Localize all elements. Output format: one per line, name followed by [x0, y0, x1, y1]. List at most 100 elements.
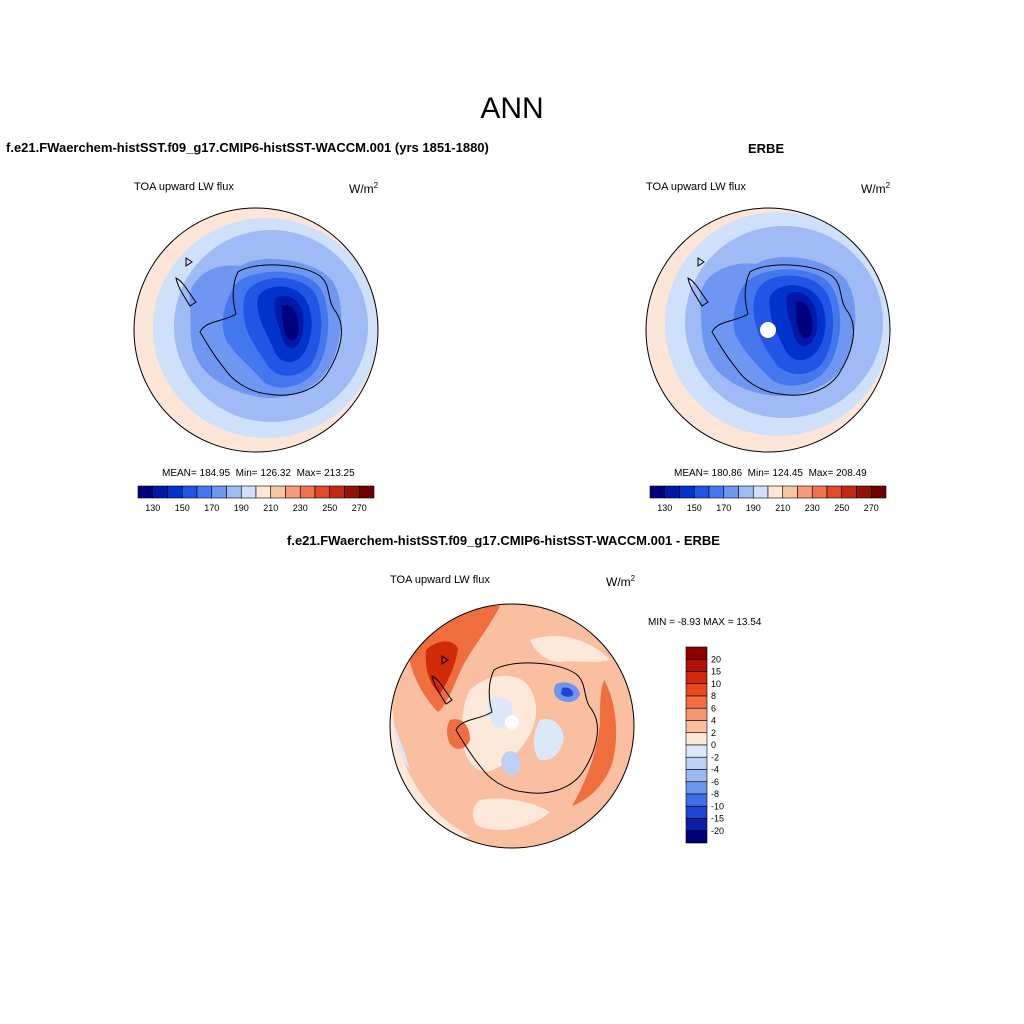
panel-3-colorbar-box: [685, 720, 708, 734]
figure-title: ANN: [480, 92, 544, 125]
panel-2-colorbar-box: [693, 485, 710, 499]
panel-2-colorbar-box: [708, 485, 725, 499]
panel-3-colorbar-box: [685, 671, 708, 685]
panel-1-colorbar-tick-label: 130: [145, 503, 160, 513]
panel-1-colorbar-box: [255, 485, 272, 499]
panel-1-colorbar-tick-label: 170: [204, 503, 219, 513]
panel-3-colorbar-tick-label: -8: [711, 789, 719, 799]
panel-3-colorbar-box: [685, 646, 708, 660]
panel-1-colorbar-box: [167, 485, 183, 499]
panel-2-coastline: [687, 257, 854, 396]
panel-1-colorbar-tick-label: 210: [263, 503, 278, 513]
panel-3-colorbar-tick-label: 2: [711, 728, 716, 738]
panel-2-colorbar-box: [811, 485, 828, 499]
panel-2-colorbar-box: [782, 485, 798, 499]
panel-1-title: f.e21.FWaerchem-histSST.f09_g17.CMIP6-hi…: [6, 140, 489, 155]
panel-1-colorbar-tick-label: 250: [322, 503, 337, 513]
panel-3-colorbar-box: [685, 744, 708, 758]
panel-3-colorbar-tick-label: -15: [711, 814, 724, 824]
panel-3-map: [390, 604, 634, 848]
panel-2-colorbar: 130 150 170 190 210 230 250 270: [649, 485, 887, 513]
panel-1-colorbar-box: [299, 485, 316, 499]
panel-3-missing-pole: [505, 715, 519, 729]
panel-3-colorbar-box: [685, 707, 708, 721]
panel-1-colorbar-box: [344, 485, 360, 499]
panel-2-colorbar-box: [870, 485, 887, 499]
panel-3-colorbar-box: [685, 805, 708, 819]
panel-2-colorbar-box: [826, 485, 843, 499]
panel-3-colorbar-box: [685, 769, 708, 783]
panel-3-colorbar-tick-label: -2: [711, 752, 719, 762]
panel-2-colorbar-box: [856, 485, 872, 499]
panel-3-colorbar-box: [685, 781, 708, 795]
panel-1-colorbar-box: [314, 485, 331, 499]
panel-3-title: f.e21.FWaerchem-histSST.f09_g17.CMIP6-hi…: [287, 533, 720, 548]
panel-1-border: [133, 207, 379, 453]
panel-2-colorbar-tick-label: 130: [657, 503, 672, 513]
panel-1-colorbar-box: [240, 485, 257, 499]
panel-3-colorbar-tick-label: -20: [711, 826, 724, 836]
panel-2-colorbar-box: [797, 485, 813, 499]
panel-1-map: [134, 208, 378, 452]
panel-2-colorbar-box: [679, 485, 695, 499]
panel-2-missing-pole: [760, 322, 776, 338]
panel-2-title: ERBE: [748, 141, 785, 156]
panel-1-colorbar-box: [270, 485, 286, 499]
panel-2-colorbar-box: [664, 485, 680, 499]
panel-2-colorbar-box: [649, 485, 666, 499]
panel-3-colorbar-tick-label: 0: [711, 740, 716, 750]
panel-1-colorbar-box: [329, 485, 345, 499]
panel-1-colorbar-tick-label: 150: [175, 503, 190, 513]
panel-3-colorbar-box: [685, 732, 708, 746]
panel-1-colorbar-box: [285, 485, 301, 499]
panel-3-stats: MIN = -8.93 MAX = 13.54: [648, 617, 762, 628]
panel-1-colorbar-tick-label: 230: [293, 503, 308, 513]
panel-1-colorbar-tick-label: 270: [352, 503, 367, 513]
panel-3-colorbar-box: [685, 658, 708, 672]
panel-3-units: W/m2: [606, 574, 636, 589]
panel-2-units: W/m2: [861, 181, 891, 196]
panel-1-variable-label: TOA upward LW flux: [134, 181, 234, 193]
panel-2-variable-label: TOA upward LW flux: [646, 181, 746, 193]
panel-3-colorbar-tick-label: -6: [711, 777, 719, 787]
panel-3-colorbar-box: [685, 756, 708, 770]
panel-1-colorbar-box: [137, 485, 154, 499]
panel-1-colorbar-box: [358, 485, 375, 499]
panel-3-coastline: [431, 655, 598, 794]
panel-3-variable-label: TOA upward LW flux: [390, 574, 490, 586]
panel-1-colorbar-box: [196, 485, 213, 499]
panel-1-units: W/m2: [349, 181, 379, 196]
panel-2-border: [645, 207, 891, 453]
panel-2-colorbar-tick-label: 210: [775, 503, 790, 513]
panel-2-colorbar-box: [738, 485, 754, 499]
panel-3-colorbar-tick-label: 15: [711, 667, 721, 677]
panel-3-colorbar-box: [685, 830, 708, 844]
panel-2-colorbar-tick-label: 270: [864, 503, 879, 513]
panel-1-colorbar-box: [181, 485, 198, 499]
panel-2-colorbar-tick-label: 250: [834, 503, 849, 513]
panel-2-stats: MEAN= 180.86 Min= 124.45 Max= 208.49: [674, 468, 867, 479]
panel-2-colorbar-tick-label: 150: [687, 503, 702, 513]
panel-3-border: [389, 603, 635, 849]
panel-3-colorbar-box: [685, 818, 708, 832]
panel-2-colorbar-box: [752, 485, 769, 499]
panel-3-colorbar-tick-label: 4: [711, 716, 716, 726]
panel-2-colorbar-box: [841, 485, 857, 499]
panel-3-colorbar-box: [685, 683, 708, 697]
panel-1-colorbar-box: [226, 485, 242, 499]
panel-2-colorbar-box: [767, 485, 784, 499]
panel-3-colorbar-tick-label: 20: [711, 654, 721, 664]
panel-3-colorbar-box: [685, 695, 708, 709]
panel-3-colorbar-tick-label: 10: [711, 679, 721, 689]
panel-3-colorbar-tick-label: 6: [711, 703, 716, 713]
panel-2-colorbar-tick-label: 190: [746, 503, 761, 513]
panel-1-coastline: [175, 257, 342, 396]
panel-3-colorbar-tick-label: -4: [711, 765, 719, 775]
panel-1-colorbar-box: [152, 485, 168, 499]
panel-3-colorbar-tick-label: -10: [711, 801, 724, 811]
panel-1-stats: MEAN= 184.95 Min= 126.32 Max= 213.25: [162, 468, 355, 479]
panel-2-colorbar-tick-label: 170: [716, 503, 731, 513]
panel-2-colorbar-tick-label: 230: [805, 503, 820, 513]
